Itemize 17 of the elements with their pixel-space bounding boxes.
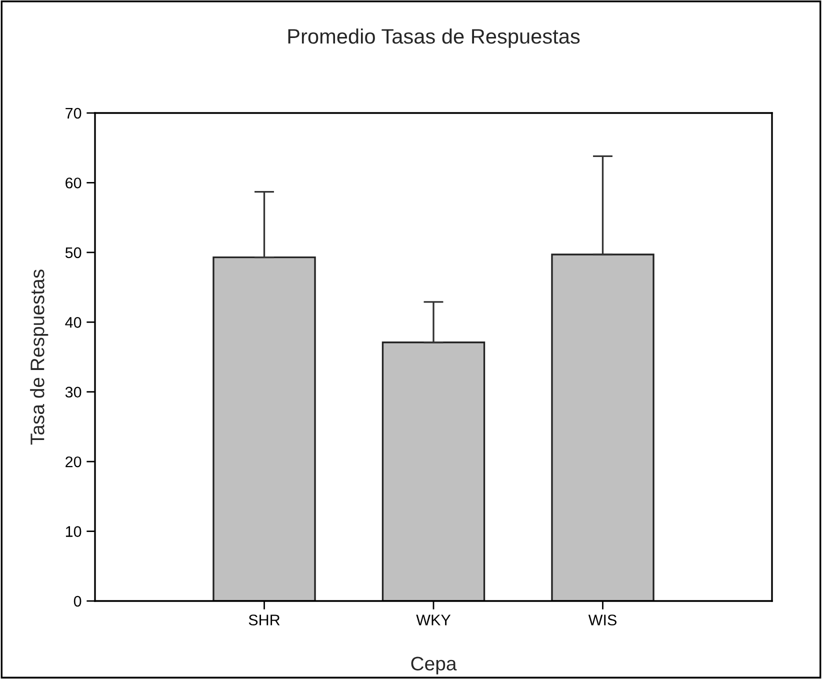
chart-title: Promedio Tasas de Respuestas xyxy=(288,28,580,48)
y-axis-title: Tasa de Respuestas xyxy=(30,270,48,445)
y-tick-label: 50 xyxy=(65,247,82,258)
bar xyxy=(212,256,316,601)
x-tick-label: SHR xyxy=(248,614,280,626)
y-tick-label: 40 xyxy=(65,317,82,328)
x-axis-title: Cepa xyxy=(411,656,457,674)
bar xyxy=(382,342,486,601)
x-tick-label: WKY xyxy=(416,614,451,626)
y-tick-label: 30 xyxy=(65,386,82,398)
y-tick-label: 0 xyxy=(74,596,82,607)
y-tick-label: 20 xyxy=(66,456,82,468)
y-tick-label: 70 xyxy=(66,108,82,119)
y-tick-label: 60 xyxy=(66,178,82,188)
bar xyxy=(551,254,654,601)
x-tick-label: WIS xyxy=(588,614,616,626)
y-tick-label: 10 xyxy=(66,526,82,537)
